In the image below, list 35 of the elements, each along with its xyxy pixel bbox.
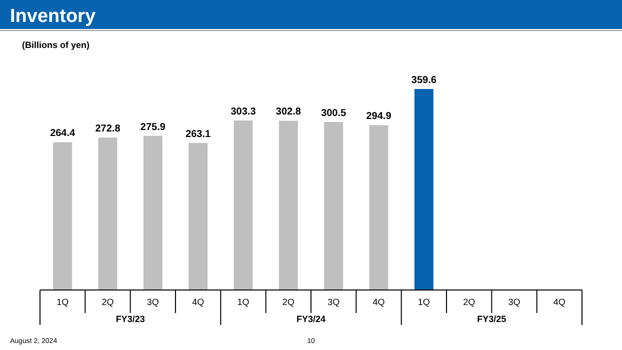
y-axis-title: (Billions of yen) (22, 40, 90, 50)
x-tick-label: 4Q (553, 297, 566, 307)
data-label: 303.3 (230, 106, 256, 118)
data-label: 302.8 (276, 106, 302, 118)
x-tick-label: 3Q (146, 297, 159, 307)
x-tick-label: 2Q (102, 297, 114, 307)
data-label: 294.9 (366, 111, 392, 122)
chart-title: Inventory (10, 6, 96, 27)
text: FY3/25 (477, 314, 506, 324)
bar (188, 142, 208, 290)
bar (278, 120, 298, 290)
data-label: 275.9 (140, 122, 166, 133)
bar (98, 138, 118, 290)
data-label: 359.6 (411, 75, 437, 86)
text: FY3/24 (296, 314, 326, 324)
data-label: 272.8 (95, 124, 121, 135)
text: FY3/23 (116, 314, 145, 324)
x-tick-label: 2Q (282, 297, 294, 307)
x-tick-label: 4Q (372, 297, 385, 307)
data-label: 263.1 (186, 128, 212, 140)
x-tick-label: 1Q (56, 297, 69, 307)
data-label: 264.4 (50, 128, 76, 140)
x-tick-label: 3Q (328, 297, 340, 307)
bar (369, 125, 388, 290)
data-label: 300.5 (321, 108, 347, 120)
x-tick-label: 1Q (237, 297, 250, 307)
bar (234, 120, 253, 290)
bar (143, 136, 162, 290)
x-tick-label: 1Q (418, 297, 430, 307)
x-tick-label: 4Q (192, 297, 204, 307)
bar (414, 89, 434, 290)
bar (53, 142, 72, 290)
x-tick-label: 3Q (508, 297, 520, 307)
bar (324, 122, 344, 290)
x-tick-label: 2Q (463, 297, 476, 307)
